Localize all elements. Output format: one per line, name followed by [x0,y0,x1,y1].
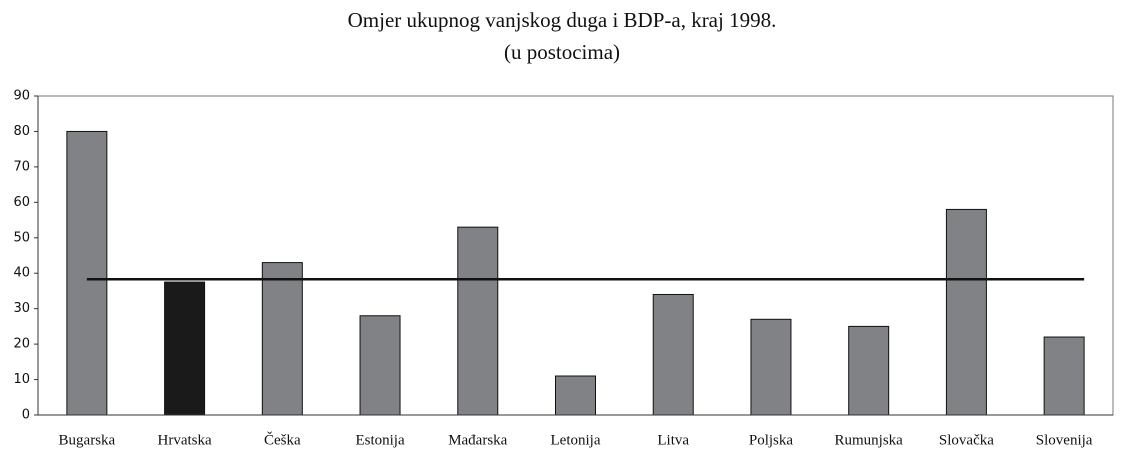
x-tick-label: Litva [657,432,689,448]
bar [66,130,108,416]
y-tick-label: 90 [13,89,30,104]
y-tick-label: 0 [22,408,30,423]
y-tick-label: 60 [13,195,30,210]
chart-subtitle: (u postocima) [504,40,620,64]
x-tick-label: Češka [264,431,301,448]
x-tick-label: Bugarska [59,432,116,448]
chart-title: Omjer ukupnog vanjskog duga i BDP-a, kra… [348,8,777,32]
bar [457,226,499,416]
x-tick-label: Letonija [551,432,601,448]
x-tick-label: Slovenija [1036,432,1093,448]
x-tick-label: Mađarska [448,432,507,448]
x-tick-label: Hrvatska [158,432,212,448]
y-tick-label: 10 [13,372,30,387]
bar [945,208,987,416]
x-tick-label: Poljska [749,432,794,448]
bar [750,318,792,416]
bar [848,325,890,416]
bar [359,315,401,416]
x-tick-label: Rumunjska [835,432,904,448]
y-tick-label: 20 [13,337,30,352]
y-tick-label: 70 [13,159,30,174]
y-tick-label: 30 [13,301,30,316]
bar [1043,336,1085,416]
x-tick-label: Slovačka [939,432,994,448]
y-tick-label: 80 [13,124,30,139]
y-tick-label: 40 [13,266,30,281]
y-tick-label: 50 [13,230,30,245]
bar [652,293,694,416]
bar [164,281,206,416]
bar [261,262,303,416]
bar [555,375,596,416]
x-tick-label: Estonija [355,432,405,448]
